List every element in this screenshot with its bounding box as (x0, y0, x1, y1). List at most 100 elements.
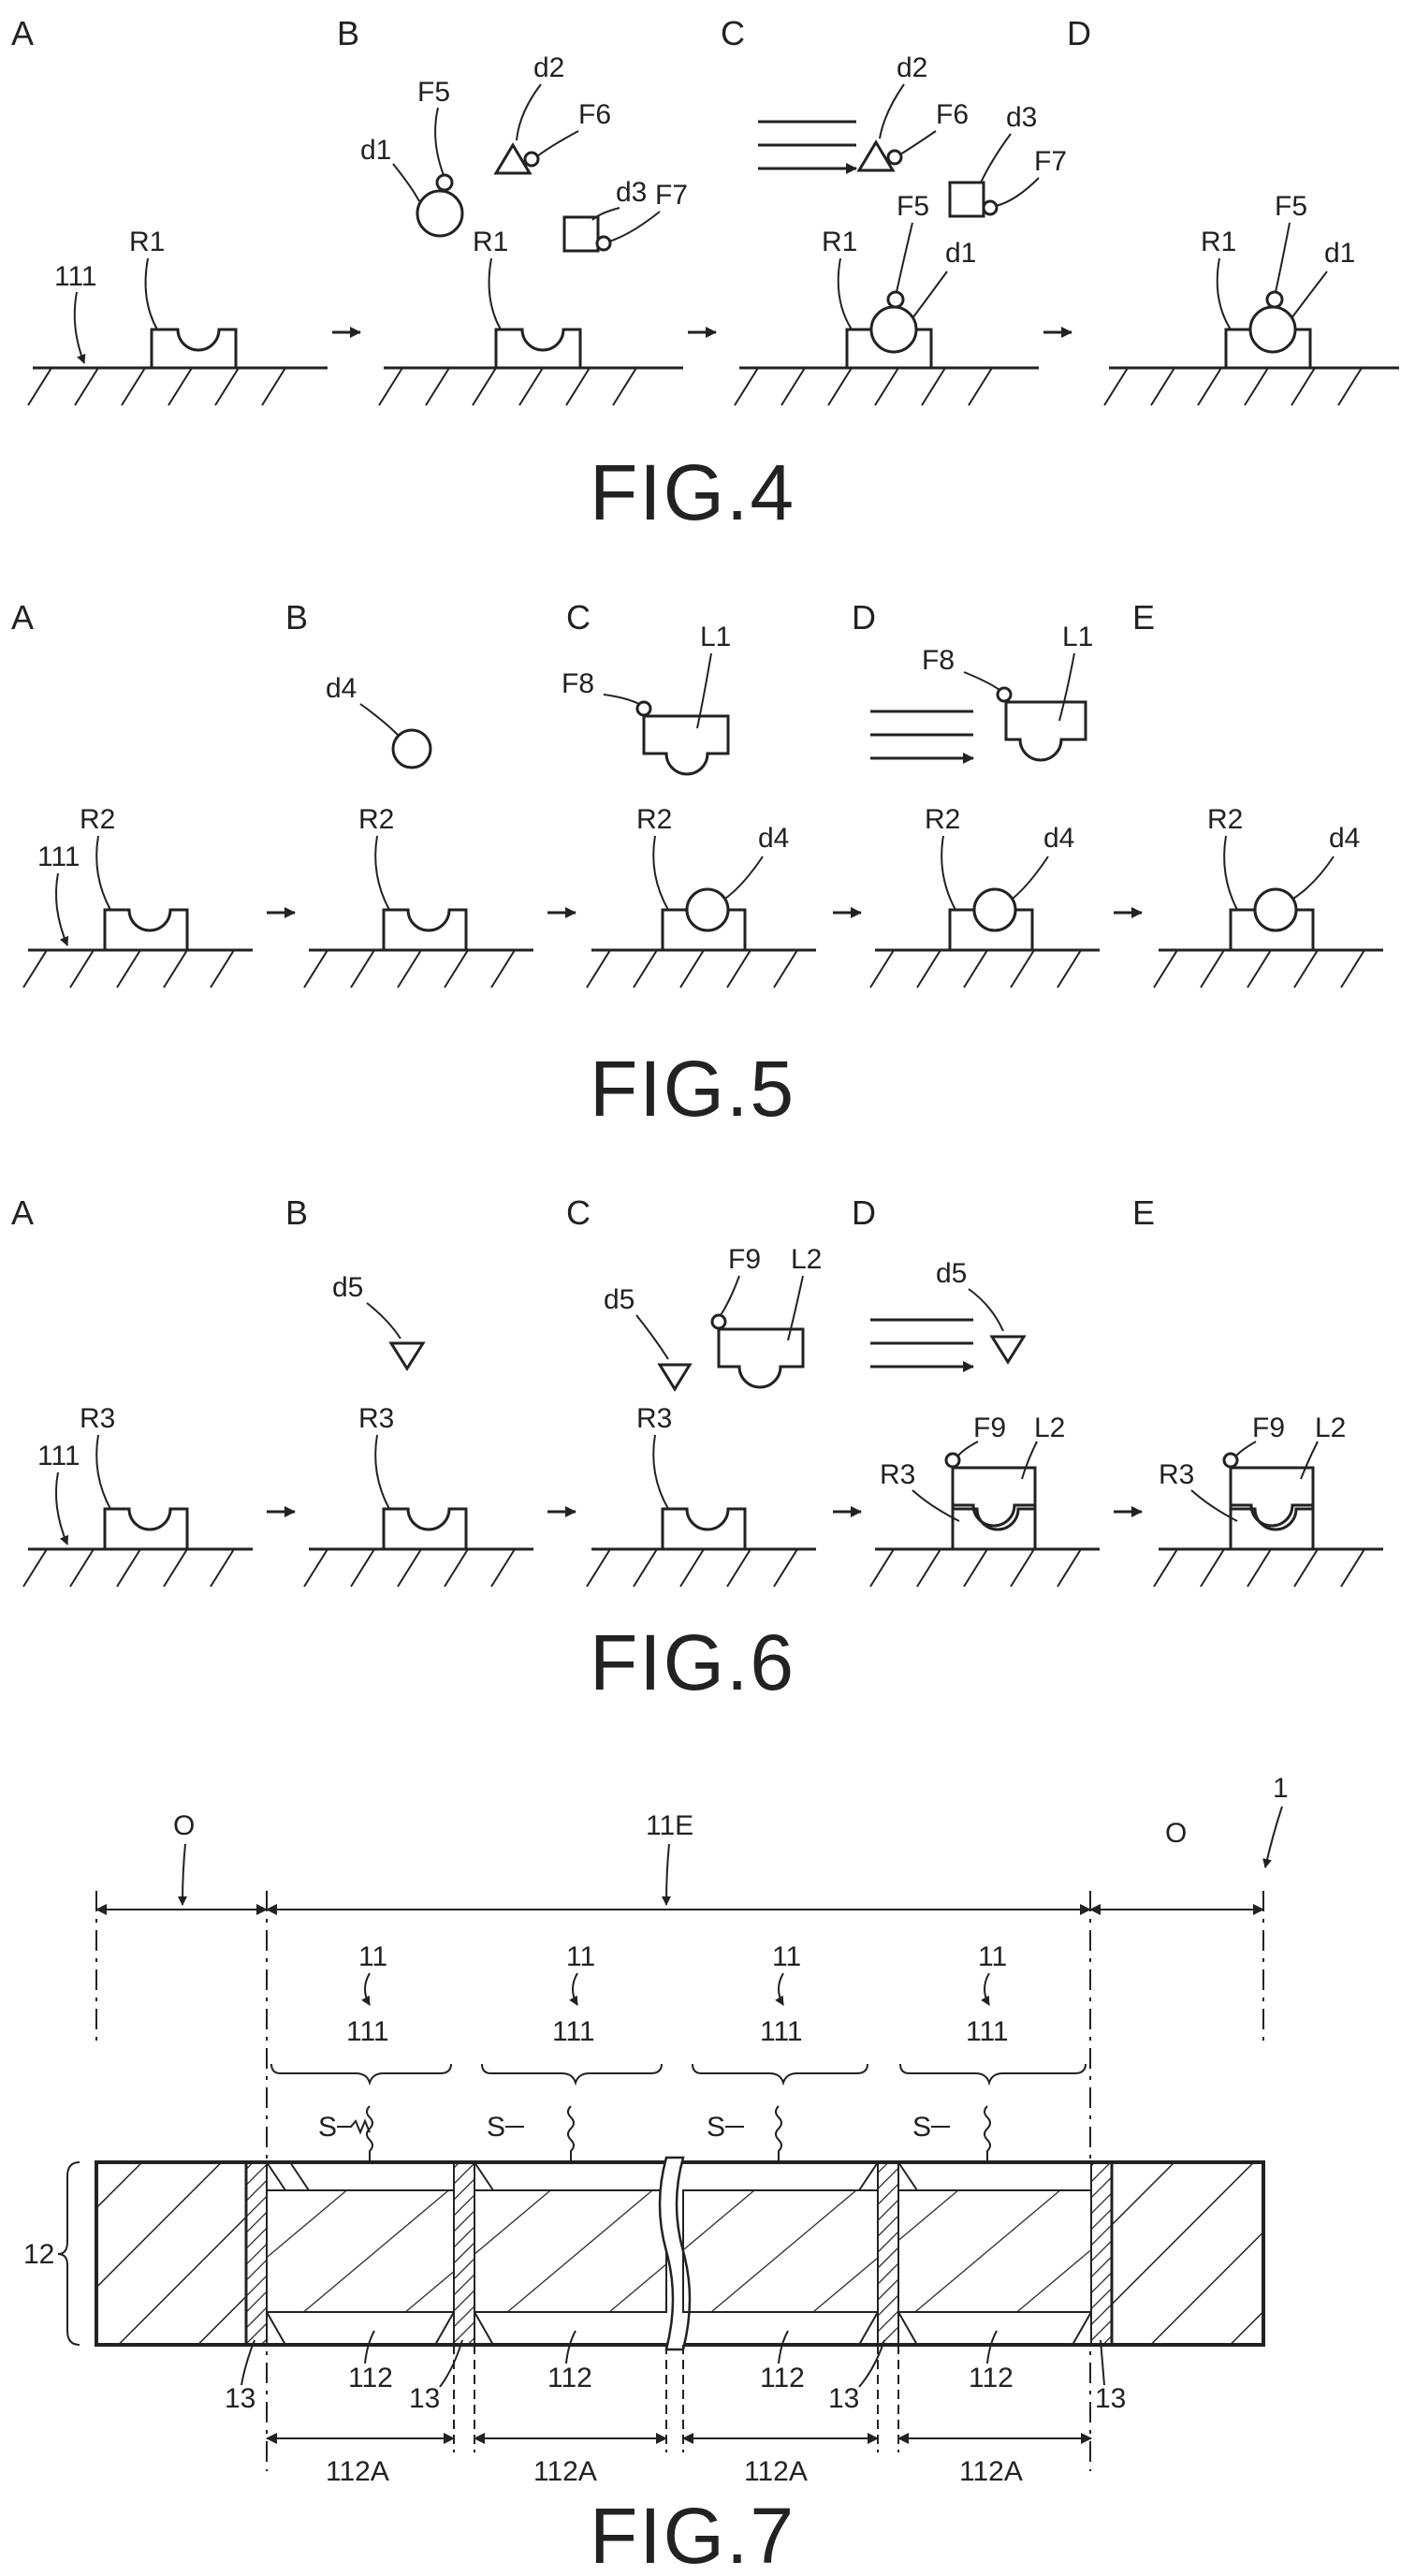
label-r1: R1 (822, 227, 857, 257)
label-11-2: 11 (566, 1941, 595, 1972)
leader-d4 (1013, 856, 1048, 899)
fig6-panel-b-drawing: R3 d5 (304, 1272, 533, 1587)
label-ref-1: 1 (1273, 1773, 1289, 1804)
label-13-3: 13 (828, 2383, 859, 2414)
leader-d4 (725, 856, 763, 899)
leader-d5 (969, 1289, 1003, 1331)
label-l2: L2 (1034, 1412, 1065, 1443)
label-r1: R1 (473, 227, 508, 257)
leader-f5 (1276, 223, 1290, 292)
label-13-2: 13 (409, 2383, 440, 2414)
ground-hatch (23, 1549, 234, 1587)
label-f9: F9 (728, 1244, 761, 1275)
label-s-4: S (912, 2112, 931, 2143)
fig6-panel-c: C (566, 1193, 591, 1232)
fig5-panel-c: C (566, 598, 591, 637)
label-f8: F8 (562, 668, 594, 699)
label-12: 12 (23, 2239, 54, 2270)
brace-12 (58, 2162, 80, 2345)
flow-arrows (870, 711, 973, 758)
particle-f7 (597, 237, 610, 250)
leader-11-1 (365, 1973, 370, 2005)
leader-11-2 (573, 1973, 577, 2005)
leader-l1 (1059, 653, 1074, 721)
particle-f8 (637, 702, 650, 715)
label-s-1: S (318, 2112, 337, 2143)
label-d5: d5 (604, 1284, 635, 1315)
fig4-panel-c-drawing: R1 F5 d1 d2 F6 d3 F7 (735, 52, 1067, 405)
recess-r3 (953, 1509, 1035, 1549)
leader-13-1 (241, 2340, 255, 2385)
label-l1: L1 (700, 622, 731, 652)
fig5-panel-d-drawing: R2 d4 F8 L1 (870, 622, 1100, 988)
label-s-2: S (487, 2112, 505, 2143)
label-r1: R1 (129, 227, 165, 257)
particle-f9 (1224, 1454, 1237, 1467)
recess-r3 (384, 1509, 466, 1549)
leader-ref-1 (1265, 1807, 1282, 1867)
label-r2: R2 (80, 804, 115, 835)
label-112a-3: 112A (744, 2456, 808, 2487)
label-112a-4: 112A (959, 2456, 1023, 2487)
cell-interior (267, 2190, 454, 2312)
particle-f8 (998, 688, 1011, 701)
label-f6: F6 (578, 99, 611, 130)
recess-r3 (105, 1509, 187, 1549)
label-f5: F5 (897, 191, 929, 222)
label-111-2: 111 (552, 2016, 595, 2047)
cell-interior (683, 2190, 878, 2312)
particle-f5 (1267, 292, 1282, 307)
label-r3: R3 (358, 1403, 394, 1434)
unit-labels: 11 111 11 111 11 111 11 111 (271, 1941, 1086, 2083)
figure-6: A B C D E R3 111 R3 d5 (11, 1193, 1383, 1706)
label-11-1: 11 (358, 1941, 387, 1972)
label-r2: R2 (636, 804, 672, 835)
leader-f7 (996, 178, 1039, 206)
label-d1: d1 (945, 238, 976, 269)
cell-interior (474, 2190, 666, 2312)
outer-region-left (96, 2162, 246, 2345)
droplet-d3 (564, 217, 598, 251)
ground-hatch (587, 950, 797, 988)
label-f8: F8 (922, 645, 955, 676)
label-d4: d4 (1329, 823, 1360, 854)
ground-hatch (304, 950, 515, 988)
ground-hatch (23, 950, 234, 988)
label-r3: R3 (80, 1403, 115, 1434)
recess-r3 (663, 1509, 745, 1549)
ground-hatch (1154, 950, 1364, 988)
label-111: 111 (54, 261, 97, 292)
leader-111 (56, 1472, 67, 1544)
fig5-caption: FIG.5 (590, 1045, 795, 1133)
particle-f9 (712, 1315, 725, 1328)
droplet-d4-seated (974, 889, 1015, 930)
leader-l2 (788, 1276, 803, 1340)
label-r3: R3 (636, 1403, 672, 1434)
particle-f6 (525, 153, 538, 166)
leader-r1 (839, 258, 852, 329)
label-l2: L2 (1315, 1412, 1346, 1443)
label-13-4: 13 (1095, 2383, 1126, 2414)
droplet-d4 (393, 730, 430, 768)
fig6-panel-a-drawing: R3 111 (23, 1403, 253, 1587)
fig6-panel-c-drawing: R3 d5 F9 L2 (587, 1244, 822, 1587)
fig5-panel-e: E (1132, 598, 1155, 637)
fig4-panel-a: A (11, 14, 34, 52)
outer-region-right (1112, 2162, 1263, 2345)
fig5-panel-b: B (285, 598, 308, 637)
label-o-left: O (173, 1810, 195, 1841)
lid-l2 (719, 1329, 803, 1387)
label-r2: R2 (1207, 804, 1243, 835)
ground-hatch (379, 368, 636, 405)
leader-d2 (517, 84, 541, 140)
leader-13-2 (440, 2340, 462, 2387)
leader-11-3 (779, 1973, 783, 2005)
label-111: 111 (37, 842, 80, 872)
leader-r2 (1224, 836, 1237, 910)
leader-d2 (880, 84, 904, 139)
leader-f9 (1236, 1442, 1256, 1456)
label-d3: d3 (616, 177, 647, 208)
substrate-cross-section: 12 (23, 2158, 1263, 2349)
brace-111-4 (900, 2064, 1086, 2083)
ground-hatch (304, 1549, 515, 1587)
